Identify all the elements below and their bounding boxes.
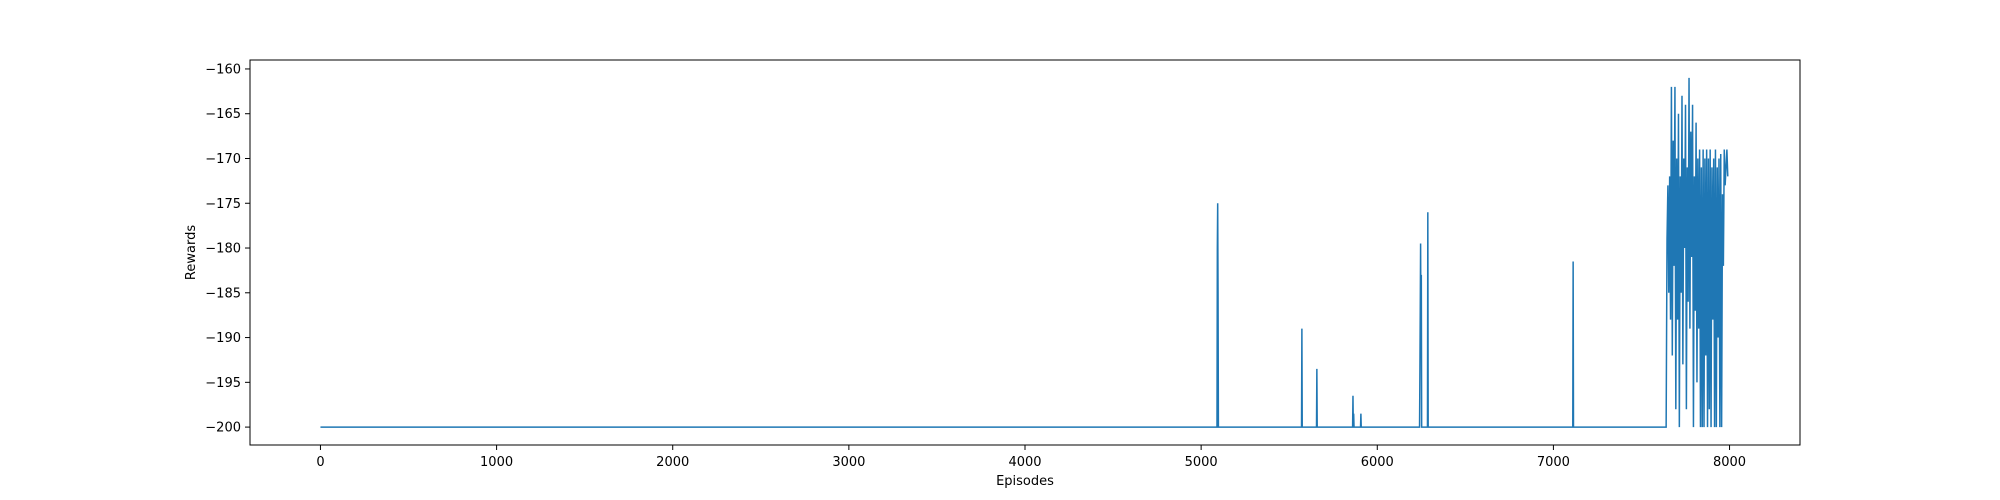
x-axis-label: Episodes xyxy=(996,474,1054,489)
x-tick-label: 5000 xyxy=(1185,455,1218,470)
plot-area xyxy=(250,60,1800,445)
y-tick-label: −190 xyxy=(205,331,241,346)
x-axis-ticks: 0 1000 2000 3000 4000 5000 6000 7000 8000 xyxy=(316,445,1746,470)
y-tick-label: −170 xyxy=(205,152,241,167)
x-tick-label: 6000 xyxy=(1361,455,1394,470)
y-tick-label: −185 xyxy=(205,286,241,301)
y-tick-label: −165 xyxy=(205,107,241,122)
x-tick-label: 2000 xyxy=(656,455,689,470)
plot-frame xyxy=(249,59,1801,446)
x-tick-label: 7000 xyxy=(1537,455,1570,470)
y-tick-label: −200 xyxy=(205,421,241,436)
y-tick-label: −195 xyxy=(205,376,241,391)
y-tick-label: −160 xyxy=(205,62,241,77)
x-tick-label: 1000 xyxy=(480,455,513,470)
y-axis-ticks: −200 −195 −190 −185 −180 −175 −170 −165 −160 xyxy=(205,62,250,436)
x-tick-label: 8000 xyxy=(1713,455,1746,470)
x-tick-label: 4000 xyxy=(1008,455,1041,470)
series-line xyxy=(320,77,1729,428)
x-tick-label: 0 xyxy=(316,455,324,470)
y-tick-label: −180 xyxy=(205,242,241,257)
y-axis-label: Rewards xyxy=(184,225,199,280)
x-tick-label: 3000 xyxy=(832,455,865,470)
y-tick-label: −175 xyxy=(205,197,241,212)
